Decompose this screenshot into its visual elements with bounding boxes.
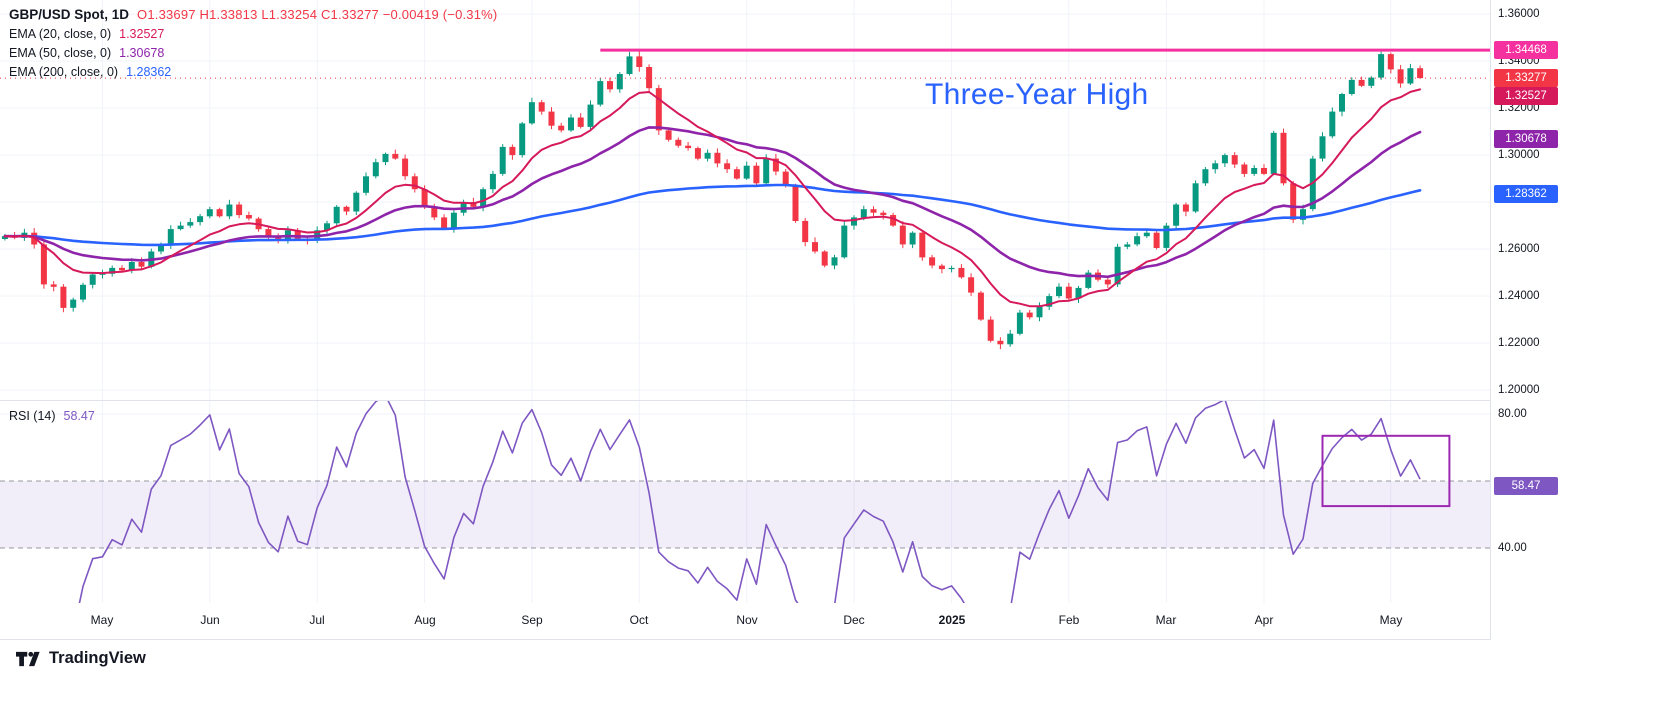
ema20-label: EMA (20, close, 0) <box>9 27 112 41</box>
tradingview-logo-text: TradingView <box>49 649 146 667</box>
ema50-legend-row[interactable]: EMA (50, close, 0) 1.30678 <box>9 43 497 62</box>
time-axis-label-oct: Oct <box>629 613 649 627</box>
tradingview-logo[interactable]: TradingView <box>16 649 146 668</box>
ema20-legend-row[interactable]: EMA (20, close, 0) 1.32527 <box>9 24 497 43</box>
rsi-chart[interactable] <box>0 401 1490 603</box>
time-axis-label-sep: Sep <box>521 613 543 627</box>
ema200-legend-row[interactable]: EMA (200, close, 0) 1.28362 <box>9 62 497 81</box>
price-axis[interactable]: 1.36000 1.34000 1.32000 1.30000 1.26000 1.240… <box>1490 0 1567 640</box>
time-axis[interactable]: May Jun Jul Aug Sep Oct Nov Dec 2025 Feb Mar Apr May <box>0 603 1490 640</box>
rsi-value-badge: 58.47 <box>1494 477 1558 495</box>
price-axis-label: 1.22000 <box>1498 337 1540 349</box>
symbol-title: GBP/USD Spot, 1D <box>9 7 130 22</box>
ema200-price-badge: 1.28362 <box>1494 185 1558 203</box>
price-axis-label: 1.26000 <box>1498 243 1540 255</box>
ema20-price-badge: 1.32527 <box>1494 87 1558 105</box>
time-axis-label-2025: 2025 <box>938 613 966 627</box>
price-axis-label: 1.32000 <box>1498 102 1540 114</box>
time-axis-label-jul: Jul <box>309 613 325 627</box>
time-axis-label-jun: Jun <box>200 613 220 627</box>
time-axis-label-nov: Nov <box>736 613 758 627</box>
resistance-price-badge: 1.34468 <box>1494 41 1558 59</box>
rsi-pane[interactable]: RSI (14) 58.47 <box>0 401 1490 603</box>
ema200-value: 1.28362 <box>126 65 172 79</box>
price-axis-label: 1.36000 <box>1498 8 1540 20</box>
last-price-badge: 1.33277 <box>1494 69 1558 87</box>
rsi-axis-label: 80.00 <box>1498 408 1527 420</box>
candlestick-chart[interactable] <box>0 0 1490 400</box>
ema200-label: EMA (200, close, 0) <box>9 65 119 79</box>
price-axis-label: 1.20000 <box>1498 384 1540 396</box>
main-price-pane[interactable]: GBP/USD Spot, 1D O1.33697 H1.33813 L1.332… <box>0 0 1490 401</box>
three-year-high-annotation: Three-Year High <box>925 78 1149 111</box>
price-axis-label: 1.30000 <box>1498 149 1540 161</box>
ema50-label: EMA (50, close, 0) <box>9 46 112 60</box>
chart-root: GBP/USD Spot, 1D O1.33697 H1.33813 L1.332… <box>0 0 1567 640</box>
rsi-legend[interactable]: RSI (14) 58.47 <box>9 407 95 425</box>
time-axis-label-apr: Apr <box>1254 613 1274 627</box>
time-axis-label-may: May <box>90 613 114 627</box>
ema50-value: 1.30678 <box>119 46 165 60</box>
time-axis-label-dec: Dec <box>843 613 865 627</box>
ema50-price-badge: 1.30678 <box>1494 130 1558 148</box>
time-axis-label-aug: Aug <box>414 613 436 627</box>
ohlc-values: O1.33697 H1.33813 L1.33254 C1.33277 −0.0… <box>137 7 498 22</box>
ema20-value: 1.32527 <box>119 27 165 41</box>
rsi-label: RSI (14) <box>9 409 56 423</box>
symbol-row: GBP/USD Spot, 1D O1.33697 H1.33813 L1.332… <box>9 5 497 24</box>
symbol-legend[interactable]: GBP/USD Spot, 1D O1.33697 H1.33813 L1.332… <box>9 5 497 81</box>
rsi-axis-label: 40.00 <box>1498 542 1527 554</box>
time-axis-label-may: May <box>1379 613 1403 627</box>
time-axis-label-feb: Feb <box>1058 613 1080 627</box>
rsi-value: 58.47 <box>63 409 95 423</box>
footer-bar: TradingView <box>0 640 1661 718</box>
time-axis-label-mar: Mar <box>1155 613 1177 627</box>
tradingview-logo-icon <box>16 651 40 666</box>
price-axis-label: 1.24000 <box>1498 290 1540 302</box>
